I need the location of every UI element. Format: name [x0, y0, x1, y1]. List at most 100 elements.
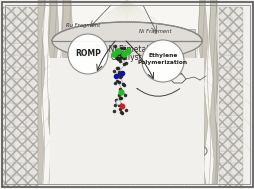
Bar	[71, 66, 85, 69]
Point	[115, 57, 119, 60]
Bar	[182, 29, 194, 184]
Bar	[26, 175, 38, 187]
Bar	[218, 19, 230, 31]
Bar	[2, 31, 14, 43]
Point	[124, 109, 128, 112]
Point	[123, 93, 127, 96]
Bar	[26, 7, 38, 19]
Point	[115, 58, 119, 61]
Point	[119, 91, 123, 94]
Point	[123, 61, 127, 64]
Bar	[14, 91, 26, 103]
Bar	[2, 7, 14, 19]
Bar	[71, 126, 85, 129]
Bar	[218, 7, 230, 19]
Point	[115, 79, 119, 82]
Bar	[26, 79, 38, 91]
Bar	[230, 163, 242, 175]
Bar	[218, 151, 230, 163]
Bar	[14, 31, 26, 43]
Bar	[230, 115, 242, 127]
Point	[117, 102, 121, 105]
Bar	[2, 115, 14, 127]
Bar	[230, 31, 242, 43]
Bar	[181, 106, 195, 109]
Bar	[181, 46, 195, 49]
Bar	[218, 127, 230, 139]
Bar	[72, 29, 84, 184]
Point	[125, 50, 130, 53]
Bar	[14, 175, 26, 187]
Bar	[218, 115, 230, 127]
Bar	[71, 146, 85, 149]
Ellipse shape	[52, 22, 201, 60]
Bar	[2, 151, 14, 163]
Bar	[230, 91, 242, 103]
Point	[114, 56, 118, 59]
Point	[117, 104, 121, 107]
Bar	[230, 139, 242, 151]
Bar	[2, 139, 14, 151]
Point	[118, 75, 122, 78]
Bar	[218, 103, 230, 115]
Bar	[2, 43, 14, 55]
Point	[117, 72, 121, 75]
Bar	[26, 91, 38, 103]
Point	[118, 96, 122, 99]
Bar	[26, 67, 38, 79]
Bar	[14, 79, 26, 91]
Bar	[26, 103, 38, 115]
Bar	[230, 79, 242, 91]
Bar	[14, 7, 26, 19]
Bar	[181, 166, 195, 169]
Bar	[218, 79, 230, 91]
Bar	[26, 115, 38, 127]
Point	[116, 57, 120, 60]
Point	[121, 46, 125, 50]
Bar	[218, 31, 230, 43]
Bar	[38, 5, 216, 184]
Polygon shape	[38, 0, 73, 184]
Bar	[218, 67, 230, 79]
Bar	[218, 139, 230, 151]
Bar	[14, 43, 26, 55]
Point	[121, 83, 125, 86]
FancyArrowPatch shape	[136, 88, 179, 96]
Bar	[26, 127, 38, 139]
Bar	[14, 139, 26, 151]
Bar	[14, 151, 26, 163]
Bar	[218, 163, 230, 175]
Point	[112, 70, 116, 73]
Text: ROMP: ROMP	[75, 50, 101, 59]
Text: Ru-Ni Bimetallic: Ru-Ni Bimetallic	[96, 44, 157, 53]
Bar	[14, 115, 26, 127]
Point	[118, 75, 122, 78]
Bar	[71, 106, 85, 109]
Bar	[26, 55, 38, 67]
Bar	[230, 127, 242, 139]
Point	[119, 105, 123, 108]
Point	[113, 44, 117, 47]
Bar	[2, 163, 14, 175]
Point	[113, 82, 117, 85]
Bar	[14, 103, 26, 115]
Bar	[2, 67, 14, 79]
Bar	[14, 163, 26, 175]
Point	[122, 57, 126, 60]
Point	[117, 93, 121, 96]
Bar	[230, 151, 242, 163]
Point	[119, 71, 123, 74]
Point	[118, 108, 122, 111]
Bar	[50, 58, 203, 187]
Text: Ethylene
Polymerization: Ethylene Polymerization	[137, 53, 187, 65]
Bar	[71, 166, 85, 169]
Bar	[2, 79, 14, 91]
Point	[112, 110, 116, 113]
Point	[117, 59, 121, 62]
Bar	[230, 43, 242, 55]
Point	[118, 47, 122, 50]
Point	[118, 110, 122, 113]
Bar	[181, 146, 195, 149]
Circle shape	[68, 34, 108, 74]
Point	[116, 66, 120, 69]
